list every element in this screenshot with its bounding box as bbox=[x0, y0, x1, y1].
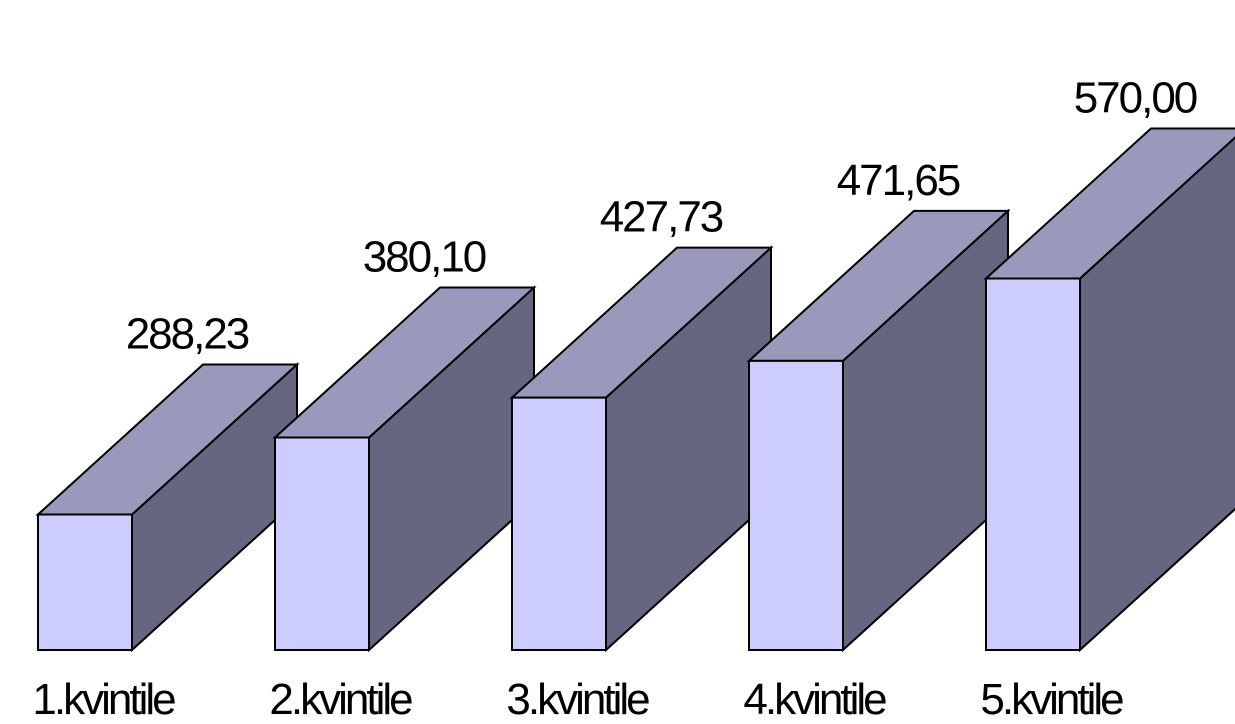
category-label: 3.kvintile bbox=[506, 675, 649, 724]
value-labels-group: 288,23 380,10 427,73 471,65 570,00 bbox=[126, 73, 1199, 359]
category-label: 1.kvintile bbox=[32, 675, 175, 724]
value-label: 471,65 bbox=[837, 156, 960, 205]
category-labels-group: 1.kvintile 2.kvintile 3.kvintile 4.kvintile… bbox=[32, 675, 1126, 724]
bar-front-face bbox=[37, 513, 133, 651]
bar-front-face bbox=[985, 277, 1081, 651]
bar-front-face bbox=[511, 396, 607, 651]
bar-2 bbox=[272, 285, 537, 653]
value-label: 380,10 bbox=[363, 233, 486, 282]
value-label: 288,23 bbox=[126, 310, 249, 359]
value-label: 427,73 bbox=[600, 193, 723, 242]
bar-front-face bbox=[274, 436, 370, 651]
bar-1 bbox=[35, 362, 300, 653]
bar-front-face bbox=[748, 359, 844, 651]
category-label: 5.kvintile bbox=[980, 675, 1123, 724]
bars-group bbox=[35, 127, 1235, 653]
bar-5 bbox=[983, 127, 1235, 653]
value-label: 570,00 bbox=[1074, 73, 1197, 122]
category-label: 4.kvintile bbox=[743, 675, 886, 724]
bar-3 bbox=[509, 245, 774, 653]
category-label: 2.kvintile bbox=[269, 675, 412, 724]
bar-4 bbox=[746, 208, 1011, 653]
